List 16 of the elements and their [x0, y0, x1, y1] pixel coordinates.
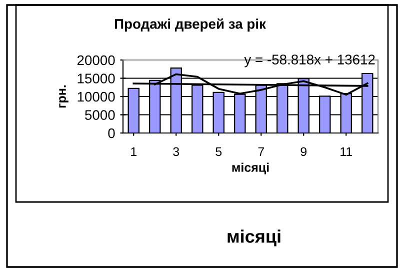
y-tick-label: 0 [108, 128, 115, 138]
y-axis-title: грн. [59, 85, 68, 108]
x-tick-label: 5 [216, 147, 222, 156]
x-tick-label: 11 [340, 147, 352, 156]
x-tick-label: 7 [258, 147, 264, 156]
y-tick-label: 20000 [77, 55, 115, 66]
y-tick-label: 5000 [85, 110, 115, 120]
x-tick-label: 1 [131, 147, 136, 156]
text: місяці [228, 230, 280, 246]
x-axis-title: місяці [232, 162, 269, 174]
x-tick-label: 9 [300, 147, 307, 156]
y-tick-label: 10000 [78, 92, 115, 102]
y-tick-label: 15000 [78, 74, 115, 84]
chart-title: Продажі дверей за рік [114, 18, 266, 32]
x-tick-label: 3 [173, 147, 180, 156]
annotation: y = -58.818x + 13612 [244, 54, 375, 68]
